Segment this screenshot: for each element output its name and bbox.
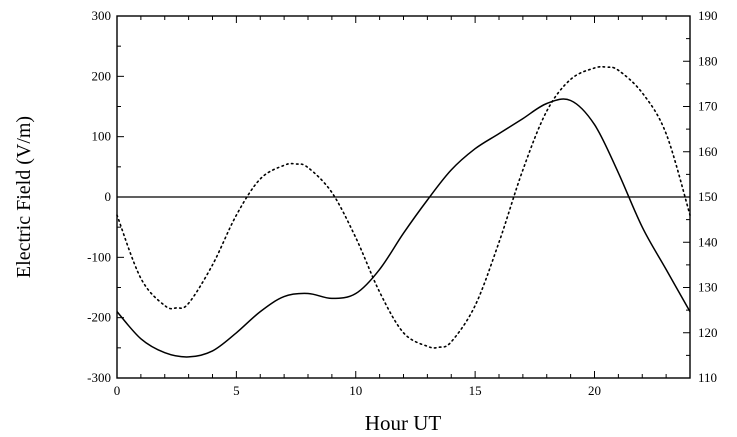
y2-tick-label: 190: [698, 8, 718, 23]
solid-series-line: [116, 98, 691, 358]
x-tick-label: 10: [349, 383, 362, 398]
y-tick-label: -300: [87, 370, 111, 385]
x-tick-label: 20: [588, 383, 601, 398]
y-tick-label: 300: [92, 8, 112, 23]
y2-tick-label: 160: [698, 144, 718, 159]
y-tick-label: 200: [92, 68, 112, 83]
y-axis-title: Electric Field (V/m): [13, 116, 35, 278]
y2-tick-label: 130: [698, 280, 718, 295]
x-tick-label: 15: [469, 383, 482, 398]
y2-tick-label: 110: [698, 370, 717, 385]
y-tick-label: -200: [87, 310, 111, 325]
x-tick-label: 5: [233, 383, 240, 398]
x-axis-title: Hour UT: [365, 411, 442, 435]
x-axis-ticks: 0 5 10 15 20: [114, 16, 691, 398]
y2-tick-label: 180: [698, 53, 718, 68]
y2-axis-ticks: 110 120 130 140 150 160 170 180 190: [683, 8, 718, 385]
y2-tick-label: 150: [698, 189, 718, 204]
dotted-series-line: [116, 65, 691, 349]
y-tick-label: 0: [105, 189, 112, 204]
x-tick-label: 0: [114, 383, 121, 398]
y-axis-ticks: -300 -200 -100 0 100 200 300: [87, 8, 124, 385]
plot-lines: [116, 65, 691, 358]
y2-tick-label: 140: [698, 234, 718, 249]
y-tick-label: 100: [92, 129, 112, 144]
y2-tick-label: 170: [698, 99, 718, 114]
y2-tick-label: 120: [698, 325, 718, 340]
plot-frame: [116, 15, 691, 379]
y-tick-label: -100: [87, 249, 111, 264]
